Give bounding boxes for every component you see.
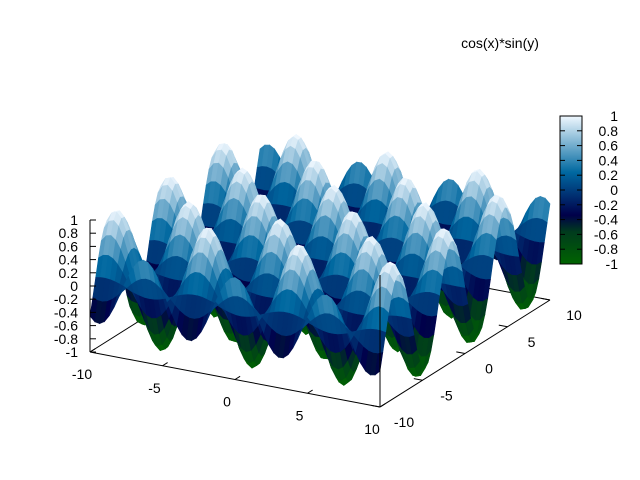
colorbar-tick-label: -0.8 — [594, 241, 618, 257]
colorbar-tick-label: 0.8 — [599, 123, 619, 139]
y-tick-label: 5 — [528, 334, 536, 350]
z-tick-label: -0.2 — [54, 291, 78, 307]
colorbar-tick-label: -1 — [606, 256, 619, 272]
x-tick-label: 0 — [223, 394, 231, 410]
y-tick-label: -5 — [440, 387, 453, 403]
z-tick-label: 0.6 — [59, 238, 79, 254]
surface-facet — [374, 352, 384, 376]
y-axis-ticks: -10 -5 0 5 10 — [371, 297, 582, 430]
x-tick-mark — [89, 348, 96, 353]
surface-legend-label: cos(x)*sin(y) — [461, 35, 539, 51]
colorbar-tick-label: 0.2 — [599, 167, 619, 183]
colorbar-tick-label: 0 — [610, 182, 618, 198]
surface-mesh — [89, 134, 551, 386]
y-tick-label: 0 — [485, 361, 493, 377]
z-tick-label: -0.8 — [54, 331, 78, 347]
colorbar-tick-label: 0.4 — [599, 152, 619, 168]
y-tick-mark — [371, 404, 381, 408]
z-tick-label: 0.8 — [59, 225, 79, 241]
x-tick-label: 10 — [364, 421, 380, 437]
z-tick-label: 1 — [70, 212, 78, 228]
y-tick-mark — [456, 351, 466, 354]
z-tick-label: -1 — [66, 344, 79, 360]
x-tick-mark — [162, 362, 168, 367]
y-tick-label: -10 — [394, 414, 414, 430]
y-tick-mark — [413, 378, 423, 381]
z-axis-ticks: 10.80.60.40.20-0.2-0.4-0.6-0.8-1 — [54, 212, 96, 360]
colorbar-tick-label: -0.2 — [594, 197, 618, 213]
z-tick-label: 0 — [70, 278, 78, 294]
x-axis-ticks: -10 -5 0 5 10 — [72, 348, 386, 437]
x-tick-label: -10 — [72, 366, 92, 382]
colorbar-tick-label: 0.6 — [599, 138, 619, 154]
z-tick-label: 0.4 — [59, 252, 79, 268]
colorbar-tick-label: 1 — [610, 108, 618, 124]
colorbar-ticks: 10.80.60.40.20-0.2-0.4-0.6-0.8-1 — [560, 108, 618, 272]
y-tick-mark — [498, 324, 508, 328]
z-tick-label: -0.4 — [54, 304, 78, 320]
y-tick-label: 10 — [566, 307, 582, 323]
colorbar-tick-label: -0.4 — [594, 212, 618, 228]
y-tick-mark — [541, 297, 551, 301]
z-tick-label: 0.2 — [59, 265, 79, 281]
x-tick-label: 5 — [296, 407, 304, 423]
x-tick-label: -5 — [148, 380, 161, 396]
x-tick-mark — [379, 403, 386, 408]
z-tick-label: -0.6 — [54, 318, 78, 334]
x-tick-mark — [307, 389, 313, 394]
colorbar-tick-label: -0.6 — [594, 226, 618, 242]
x-tick-mark — [234, 375, 241, 380]
